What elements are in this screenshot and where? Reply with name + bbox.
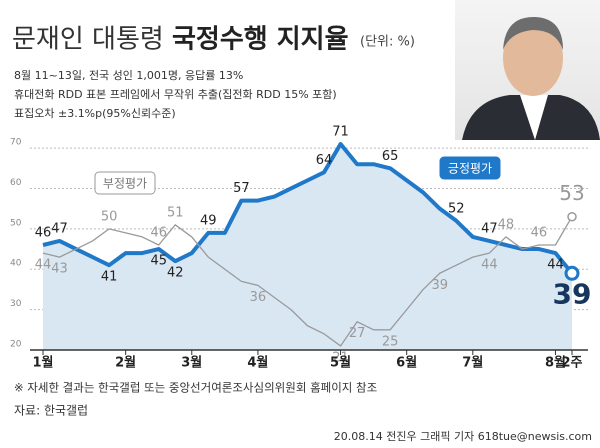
y-tick-label: 50: [10, 218, 22, 228]
title: 문재인 대통령: [12, 25, 164, 55]
portrait: [455, 0, 600, 140]
y-tick-label: 20: [10, 340, 22, 350]
y-tick-label: 30: [10, 299, 22, 309]
data-label: 44: [547, 258, 564, 273]
data-label: 42: [167, 266, 184, 281]
y-tick-label: 70: [10, 138, 22, 148]
note: 표집오차 ±3.1%p(95%신뢰수준): [14, 107, 176, 120]
data-label: 21: [332, 350, 349, 365]
data-label: 46: [150, 226, 167, 241]
data-label: 39: [553, 277, 592, 310]
data-label: 50: [101, 209, 118, 224]
footnote: ※ 자세한 결과는 한국갤럽 또는 중앙선거여론조사심의위원회 홈페이지 참조: [14, 381, 377, 395]
title-bold: 국정수행 지지율: [172, 25, 349, 55]
data-label: 36: [250, 290, 267, 305]
note: 8월 11~13일, 전국 성인 1,001명, 응답률 13%: [14, 68, 243, 82]
data-label: 53: [559, 181, 584, 205]
source: 자료: 한국갤럽: [14, 404, 88, 418]
data-label: 46: [531, 226, 548, 241]
legend-label: 긍정평가: [448, 162, 492, 176]
data-label: 43: [51, 262, 68, 277]
data-label: 71: [332, 125, 349, 140]
data-label: 27: [349, 326, 366, 341]
data-label: 44: [481, 258, 498, 273]
data-label: 45: [150, 254, 167, 269]
end-point: [567, 211, 577, 222]
legend-box: [439, 156, 501, 180]
legend-label: 부정평가: [103, 177, 147, 191]
note: 휴대전화 RDD 표본 프레임에서 무작위 추출(집전화 RDD 15% 포함): [14, 88, 337, 101]
credit: 20.08.14 전진우 그래픽 기자 618tue@newsis.com: [334, 430, 592, 443]
x-tick-label: 2주: [561, 356, 582, 371]
y-tick-label: 40: [10, 259, 22, 269]
data-label: 64: [316, 153, 333, 168]
series-line: [42, 142, 574, 275]
data-label: 41: [101, 270, 118, 285]
data-label: 48: [498, 217, 515, 232]
data-label: 25: [382, 334, 399, 349]
data-label: 49: [200, 213, 217, 228]
data-label: 47: [51, 221, 68, 236]
legend-box: [94, 171, 156, 195]
series-line: [42, 216, 573, 347]
x-tick-label: 4월: [247, 355, 268, 371]
x-tick-label: 2월: [115, 355, 136, 371]
x-tick-label: 7월: [462, 355, 483, 371]
unit: (단위: %): [360, 35, 415, 50]
data-label: 57: [233, 181, 250, 196]
data-label: 51: [167, 205, 184, 220]
x-tick-label: 3월: [181, 355, 202, 371]
x-tick-label: 5월: [330, 355, 351, 371]
data-label: 44: [35, 258, 52, 273]
data-label: 65: [382, 149, 399, 164]
x-tick-label: 1월: [32, 355, 53, 371]
y-tick-label: 60: [10, 178, 22, 188]
end-point: [564, 265, 580, 281]
x-tick-label: 8월: [545, 355, 566, 371]
data-label: 52: [448, 201, 465, 216]
data-label: 47: [481, 221, 498, 236]
area: [43, 144, 572, 350]
data-label: 39: [431, 278, 448, 293]
x-tick-label: 6월: [396, 355, 417, 371]
data-label: 46: [35, 226, 52, 241]
